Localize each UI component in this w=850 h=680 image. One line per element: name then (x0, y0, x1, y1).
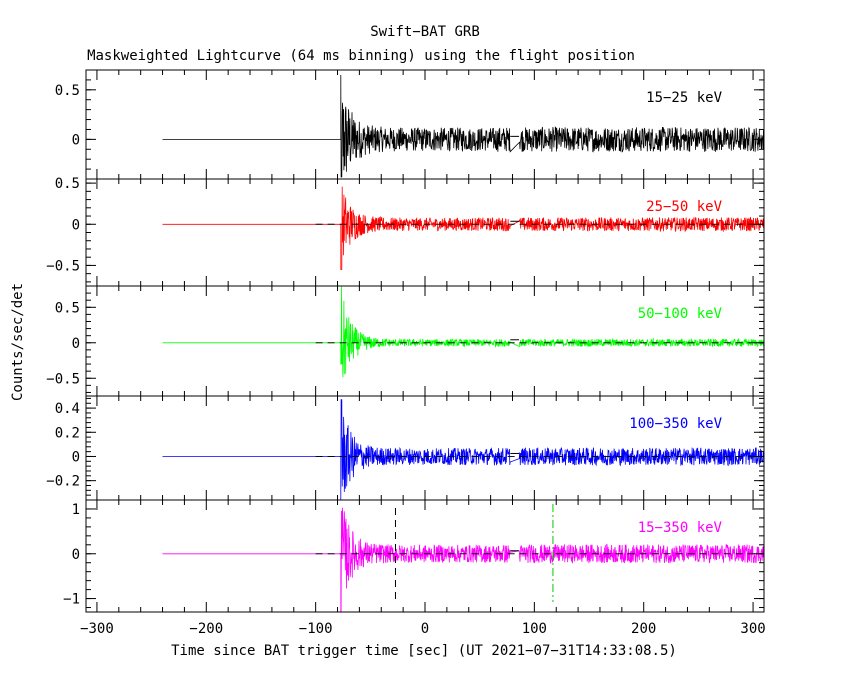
y-tick-label: 0.5 (55, 300, 80, 316)
y-tick-label: 0 (72, 217, 80, 233)
panel-1: 0 0.5 15−25 keV (55, 69, 765, 180)
y-tick-label: −0.2 (46, 474, 80, 490)
panel-frame (85, 69, 765, 180)
y-tick-label: 0 (72, 336, 80, 352)
y-tick-label: 0.5 (55, 83, 80, 99)
band-label-3: 50−100 keV (638, 306, 723, 322)
lightcurve-trace-3 (162, 286, 764, 378)
x-tick-label: −100 (299, 621, 333, 637)
panel-4: −0.2 0 0.2 0.4 100−350 keV (46, 395, 765, 501)
y-tick-label: 0.2 (55, 425, 80, 441)
y-axis-label: Counts/sec/det (10, 283, 26, 401)
lightcurve-trace-5 (162, 507, 764, 612)
band-label-5: 15−350 keV (638, 520, 723, 536)
band-label-2: 25−50 keV (646, 199, 722, 215)
y-tick-label: 1 (72, 502, 80, 518)
chart-subtitle: Maskweighted Lightcurve (64 ms binning) … (87, 48, 635, 64)
y-tick-label: −0.5 (46, 258, 80, 274)
y-tick-label: −1 (63, 592, 80, 608)
x-tick-label: 0 (421, 621, 429, 637)
x-tick-label: −200 (189, 621, 223, 637)
x-axis-label: Time since BAT trigger time [sec] (UT 20… (171, 643, 677, 659)
panel-stack: 0 0.5 15−25 keV −0.5 0 0.5 25−50 keV −0.5 0 0.5 50… (46, 69, 766, 637)
panel-frame (85, 395, 765, 501)
y-tick-label: 0.4 (55, 401, 80, 417)
lightcurve-trace-4 (162, 399, 764, 500)
chart-title: Swift−BAT GRB (370, 24, 480, 40)
y-tick-label: 0.5 (55, 176, 80, 192)
x-tick-label: 300 (740, 621, 765, 637)
band-label-4: 100−350 keV (629, 416, 722, 432)
lightcurve-trace-1 (162, 74, 764, 178)
y-tick-label: 0 (72, 547, 80, 563)
panel-5: −1 0 1 15−350 keV (63, 499, 765, 613)
y-tick-label: 0 (72, 449, 80, 465)
y-tick-label: 0 (72, 132, 80, 148)
x-tick-label: 200 (631, 621, 656, 637)
x-tick-label: 100 (522, 621, 547, 637)
panel-frame (85, 178, 765, 287)
band-label-1: 15−25 keV (646, 90, 722, 106)
y-tick-label: −0.5 (46, 371, 80, 387)
panel-3: −0.5 0 0.5 50−100 keV (46, 285, 765, 397)
x-tick-label: −300 (80, 621, 114, 637)
panel-2: −0.5 0 0.5 25−50 keV (46, 176, 765, 287)
